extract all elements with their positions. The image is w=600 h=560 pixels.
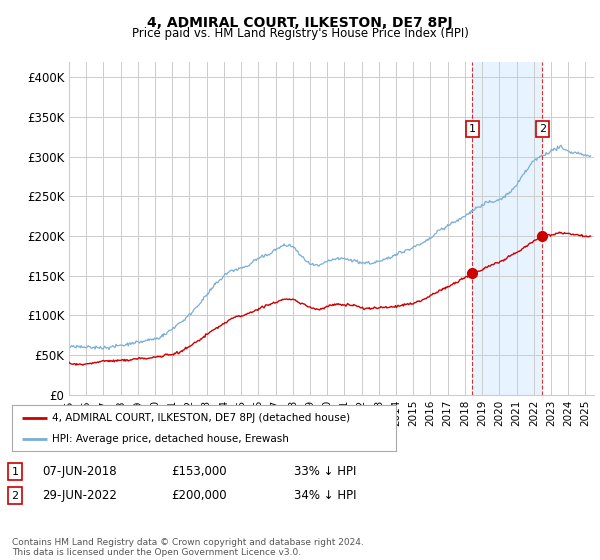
Text: 2: 2: [11, 491, 19, 501]
Text: 29-JUN-2022: 29-JUN-2022: [42, 489, 117, 502]
Text: 4, ADMIRAL COURT, ILKESTON, DE7 8PJ (detached house): 4, ADMIRAL COURT, ILKESTON, DE7 8PJ (det…: [52, 413, 350, 423]
Text: 1: 1: [469, 124, 476, 134]
Text: 33% ↓ HPI: 33% ↓ HPI: [294, 465, 356, 478]
Text: 1: 1: [11, 466, 19, 477]
Text: £153,000: £153,000: [171, 465, 227, 478]
Text: 4, ADMIRAL COURT, ILKESTON, DE7 8PJ: 4, ADMIRAL COURT, ILKESTON, DE7 8PJ: [147, 16, 453, 30]
Text: 2: 2: [539, 124, 546, 134]
Text: Price paid vs. HM Land Registry's House Price Index (HPI): Price paid vs. HM Land Registry's House …: [131, 27, 469, 40]
Text: Contains HM Land Registry data © Crown copyright and database right 2024.
This d: Contains HM Land Registry data © Crown c…: [12, 538, 364, 557]
Bar: [472, 62, 542, 395]
Text: £200,000: £200,000: [171, 489, 227, 502]
Text: 07-JUN-2018: 07-JUN-2018: [42, 465, 116, 478]
Text: HPI: Average price, detached house, Erewash: HPI: Average price, detached house, Erew…: [52, 435, 289, 444]
Text: 34% ↓ HPI: 34% ↓ HPI: [294, 489, 356, 502]
